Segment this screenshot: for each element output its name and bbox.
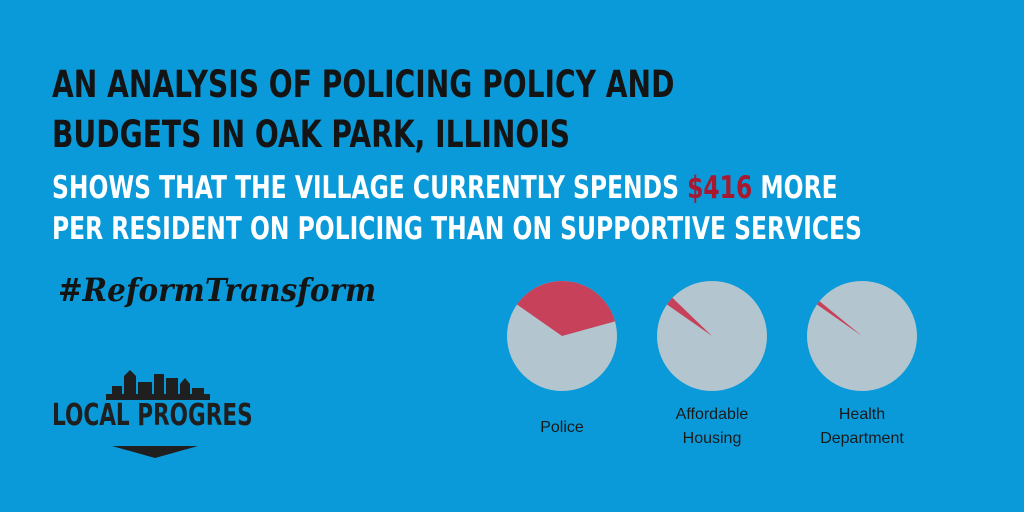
- subheadline-text-before: SHOWS THAT THE VILLAGE CURRENTLY SPENDS: [52, 170, 688, 206]
- pie-label-1-line-1: Police: [540, 419, 584, 436]
- subheadline-line-2: PER RESIDENT ON POLICING THAN ON SUPPORT…: [52, 211, 862, 247]
- subheadline-text-after: MORE: [752, 170, 838, 206]
- pie-slice-3: [816, 301, 862, 336]
- hashtag: #ReformTransform: [58, 271, 377, 309]
- subheadline-line-1: SHOWS THAT THE VILLAGE CURRENTLY SPENDS …: [52, 168, 862, 209]
- logo-text: LOCAL PROGRES: [52, 398, 253, 433]
- pie-slice-1: [516, 280, 616, 336]
- subheadline: SHOWS THAT THE VILLAGE CURRENTLY SPENDS …: [52, 168, 862, 250]
- pie-label-3-line-1: Health: [838, 406, 886, 423]
- spending-difference-amount: $416: [687, 170, 753, 206]
- pie-label-1: Police: [492, 416, 632, 440]
- spending-pie-charts: [507, 280, 917, 391]
- pie-slice-2: [666, 297, 712, 336]
- headline: AN ANALYSIS OF POLICING POLICY AND BUDGE…: [52, 60, 674, 160]
- pie-label-2: Affordable Housing: [642, 403, 782, 451]
- pie-label-2-line-2: Housing: [682, 430, 742, 447]
- logo-chevron-icon: [112, 446, 198, 458]
- local-progress-logo: [106, 370, 210, 458]
- pie-label-3-line-2: Department: [820, 430, 904, 447]
- headline-line-2: BUDGETS IN OAK PARK, ILLINOIS: [52, 113, 571, 156]
- pie-label-3: Health Department: [792, 403, 932, 451]
- headline-line-1: AN ANALYSIS OF POLICING POLICY AND: [52, 63, 675, 106]
- pie-label-2-line-1: Affordable: [675, 406, 749, 423]
- city-skyline-icon: [106, 370, 210, 400]
